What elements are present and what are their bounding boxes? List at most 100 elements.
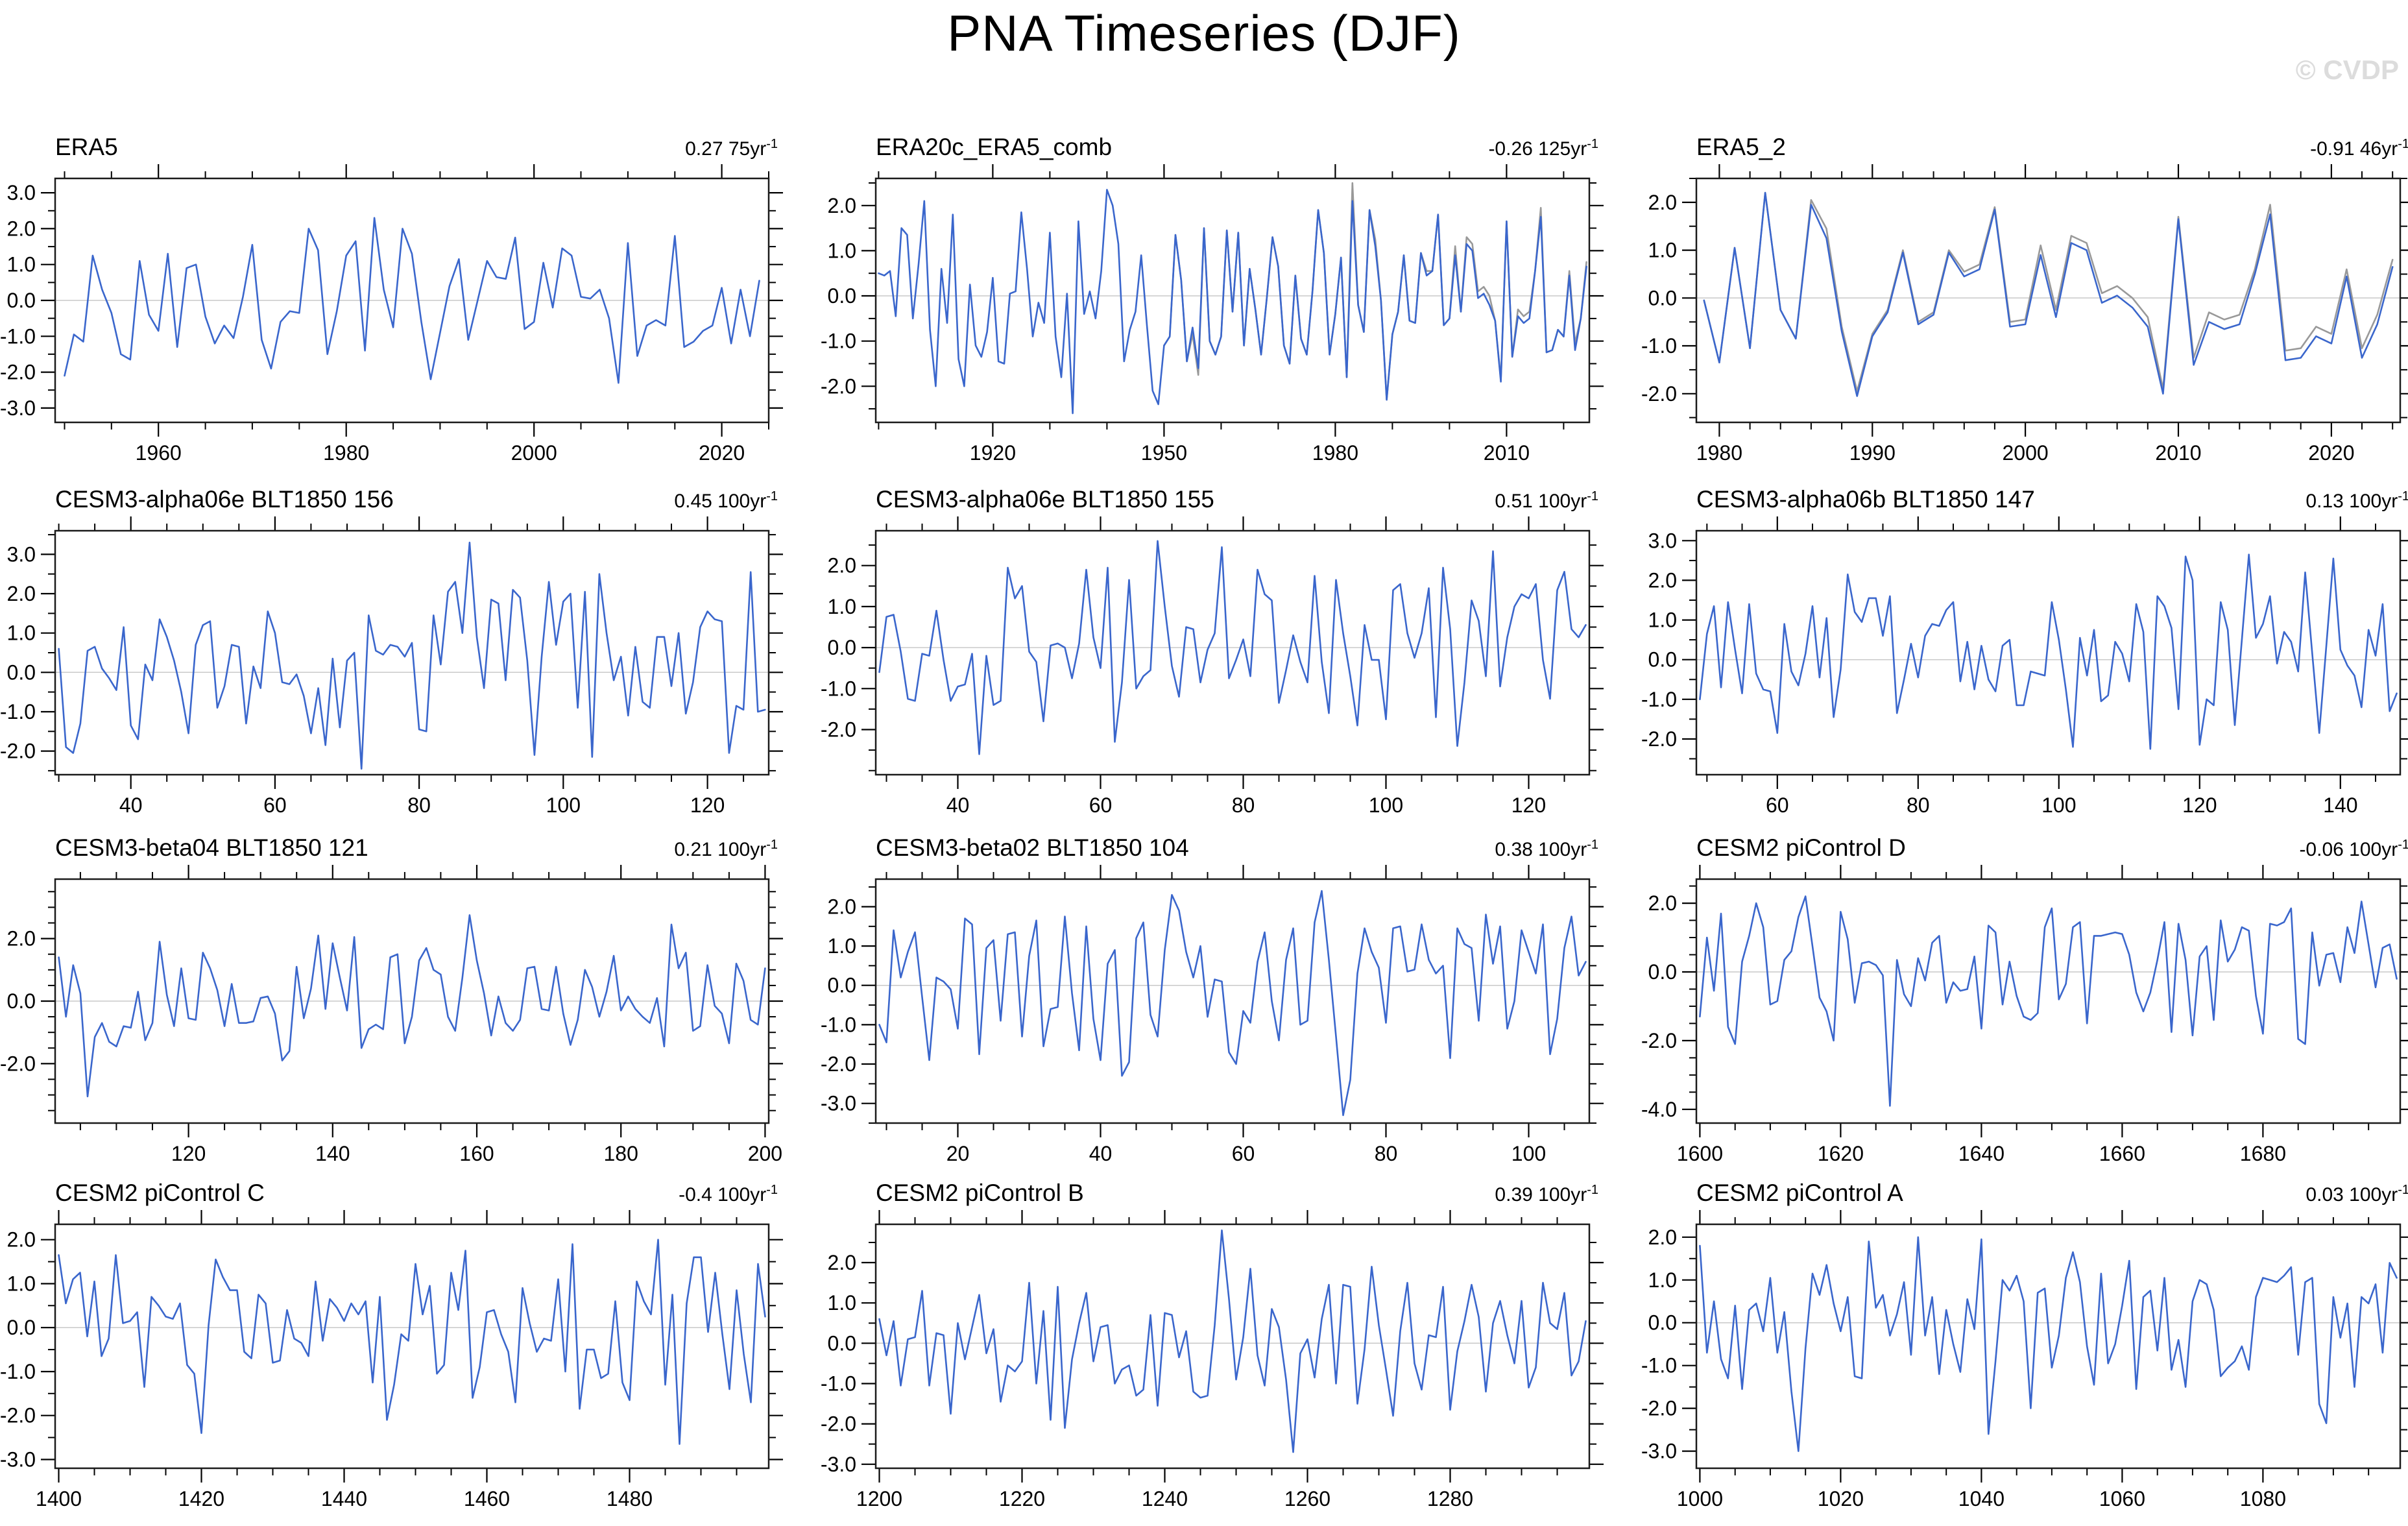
x-tick-label: 120 — [171, 1142, 206, 1165]
y-tick-label: 0.0 — [1648, 286, 1677, 309]
timeseries-panel: CESM2 piControl C -0.4 100yr-1 1400 1420 144… — [0, 1171, 788, 1519]
panel-trend-label: 0.38 100yr-1 — [1495, 838, 1598, 860]
x-tick-label: 80 — [1375, 1142, 1398, 1165]
panel-title: ERA5_2 — [1696, 134, 1786, 160]
x-tick-label: 1680 — [2240, 1142, 2286, 1165]
x-tick-label: 80 — [1907, 793, 1930, 817]
x-tick-label: 1960 — [136, 441, 182, 465]
x-tick-label: 140 — [315, 1142, 350, 1165]
y-tick-label: -2.0 — [1641, 382, 1677, 406]
y-tick-label: 0.0 — [828, 284, 856, 308]
plot-area: 1920 1950 1980 2010 2.0 1.0 0.0 -1.0 -2.0 — [821, 164, 1604, 465]
x-tick-label: 40 — [946, 793, 970, 817]
y-tick-label: -1.0 — [821, 1372, 856, 1396]
x-tick-label: 40 — [1089, 1142, 1113, 1165]
panel-header: CESM3-alpha06b BLT1850 147 0.13 100yr-1 — [1696, 478, 2408, 511]
plot-frame — [54, 177, 770, 424]
y-tick-label: 2.0 — [828, 895, 856, 919]
x-tick-label: 1660 — [2099, 1142, 2145, 1165]
panel-trend-label: 0.21 100yr-1 — [674, 838, 778, 860]
timeseries-line-primary — [878, 540, 1587, 755]
panel-trend-label: 0.03 100yr-1 — [2306, 1183, 2408, 1205]
x-tick-label: 100 — [1511, 1142, 1546, 1165]
plot-frame — [1695, 878, 2402, 1124]
panel-title: CESM3-alpha06e BLT1850 156 — [55, 486, 394, 513]
y-tick-label: 2.0 — [1648, 191, 1677, 214]
x-tick-label: 1020 — [1818, 1487, 1864, 1510]
x-tick-label: 1240 — [1142, 1487, 1188, 1510]
y-tick-label: 1.0 — [1648, 239, 1677, 262]
plot-frame — [1695, 1223, 2402, 1470]
x-tick-label: 1950 — [1141, 441, 1187, 465]
y-tick-label: -2.0 — [1641, 1029, 1677, 1052]
x-tick-label: 1280 — [1427, 1487, 1473, 1510]
timeseries-panel: ERA20c_ERA5_comb -0.26 125yr-1 1920 1950 198… — [817, 125, 1609, 473]
y-tick-label: 3.0 — [7, 181, 36, 204]
panel-trend-label: -0.91 46yr-1 — [2310, 137, 2408, 160]
y-tick-label: 3.0 — [1648, 529, 1677, 552]
y-tick-label: 1.0 — [828, 1291, 856, 1314]
timeseries-panel: ERA5 0.27 75yr-1 1960 1980 2000 2020 3.0 2.0 1.0… — [0, 125, 788, 473]
panel-header: CESM3-alpha06e BLT1850 156 0.45 100yr-1 — [55, 478, 778, 511]
y-tick-label: 1.0 — [7, 253, 36, 276]
panel-title: CESM2 piControl D — [1696, 834, 1906, 861]
timeseries-panel: CESM3-beta02 BLT1850 104 0.38 100yr-1 20 40… — [817, 826, 1609, 1174]
y-tick-label: 1.0 — [828, 934, 856, 958]
x-tick-label: 1990 — [1849, 441, 1896, 465]
timeseries-line-primary — [1699, 553, 2398, 750]
y-tick-label: -2.0 — [821, 1412, 856, 1436]
timeseries-line-primary — [58, 914, 766, 1098]
panel-title: CESM2 piControl A — [1696, 1180, 1903, 1206]
x-tick-label: 60 — [263, 793, 287, 817]
panel-trend-label: 0.45 100yr-1 — [674, 489, 778, 512]
y-tick-label: 1.0 — [1648, 1268, 1677, 1292]
y-tick-label: 0.0 — [7, 1316, 36, 1339]
timeseries-panel: CESM3-alpha06e BLT1850 155 0.51 100yr-1 40… — [817, 478, 1609, 825]
y-tick-label: 1.0 — [828, 595, 856, 618]
x-tick-label: 100 — [546, 793, 581, 817]
plot-area: 1980 1990 2000 2010 2020 2.0 1.0 0.0 -1.0 -2.0 — [1641, 164, 2408, 465]
panel-trend-label: -0.4 100yr-1 — [679, 1183, 778, 1205]
y-tick-label: -1.0 — [0, 1360, 36, 1383]
y-tick-label: 0.0 — [1648, 1311, 1677, 1335]
panel-header: CESM2 piControl C -0.4 100yr-1 — [55, 1171, 778, 1205]
y-tick-label: -1.0 — [1641, 1354, 1677, 1377]
y-tick-label: 2.0 — [1648, 1226, 1677, 1249]
x-tick-label: 1200 — [856, 1487, 902, 1510]
timeseries-line-secondary — [1163, 182, 1587, 401]
x-tick-label: 120 — [690, 793, 725, 817]
x-tick-label: 1220 — [999, 1487, 1045, 1510]
x-tick-label: 1060 — [2099, 1487, 2145, 1510]
y-tick-label: -1.0 — [1641, 334, 1677, 357]
timeseries-line-primary — [64, 217, 760, 384]
x-tick-label: 1040 — [1958, 1487, 2005, 1510]
timeseries-panel: CESM2 piControl D -0.06 100yr-1 1600 1620 16… — [1638, 826, 2408, 1174]
panel-trend-label: -0.06 100yr-1 — [2299, 838, 2408, 860]
timeseries-panel: CESM3-beta04 BLT1850 121 0.21 100yr-1 120 1… — [0, 826, 788, 1174]
y-tick-label: -1.0 — [821, 330, 856, 353]
y-tick-label: -3.0 — [0, 1448, 36, 1472]
x-tick-label: 1640 — [1958, 1142, 2005, 1165]
y-tick-label: -4.0 — [1641, 1098, 1677, 1121]
x-tick-label: 60 — [1766, 793, 1789, 817]
x-tick-label: 1980 — [323, 441, 369, 465]
panel-title: ERA20c_ERA5_comb — [876, 134, 1113, 160]
plot-frame — [1695, 177, 2402, 424]
y-tick-label: -2.0 — [0, 361, 36, 384]
plot-area: 1000 1020 1040 1060 1080 2.0 1.0 0.0 -1.0 -2.0 -3.… — [1641, 1210, 2408, 1510]
x-tick-label: 20 — [946, 1142, 970, 1165]
cvdp-watermark: © CVDP — [2295, 54, 2399, 85]
x-tick-label: 1080 — [2240, 1487, 2286, 1510]
y-tick-label: 2.0 — [828, 554, 856, 577]
panel-title: CESM3-alpha06b BLT1850 147 — [1696, 486, 2035, 513]
y-tick-label: 0.0 — [7, 289, 36, 312]
x-tick-label: 1980 — [1696, 441, 1742, 465]
y-tick-label: -2.0 — [821, 718, 856, 742]
x-tick-label: 1400 — [36, 1487, 82, 1510]
y-tick-label: 0.0 — [7, 660, 36, 684]
panel-header: CESM3-alpha06e BLT1850 155 0.51 100yr-1 — [876, 478, 1598, 511]
plot-area: 1600 1620 1640 1660 1680 2.0 0.0 -2.0 -4.0 — [1641, 865, 2408, 1165]
x-tick-label: 1980 — [1312, 441, 1358, 465]
panel-trend-label: -0.26 125yr-1 — [1488, 137, 1598, 160]
